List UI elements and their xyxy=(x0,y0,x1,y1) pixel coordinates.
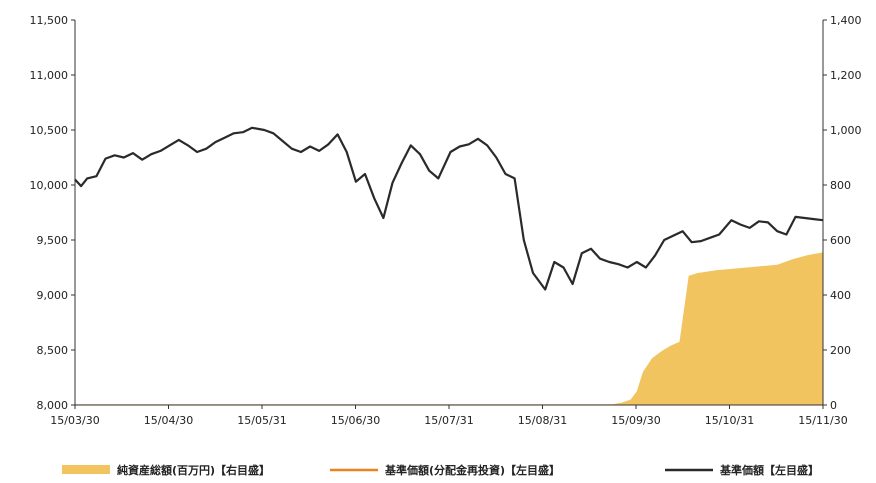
x-tick-label: 15/05/31 xyxy=(237,414,286,427)
y-right-tick-label: 1,400 xyxy=(830,14,862,27)
legend: 純資産総額(百万円)【右目盛】 基準価額(分配金再投資)【左目盛】 基準価額【左目盛… xyxy=(62,463,819,477)
legend-label: 純資産総額(百万円)【右目盛】 xyxy=(117,463,270,477)
x-tick-label: 15/09/30 xyxy=(611,414,660,427)
x-tick-label: 15/08/31 xyxy=(518,414,567,427)
y-right-tick-label: 0 xyxy=(830,399,837,412)
y-right-tick-label: 200 xyxy=(830,344,851,357)
x-tick-label: 15/06/30 xyxy=(331,414,380,427)
y-left-tick-label: 10,000 xyxy=(30,179,69,192)
y-right-tick-label: 800 xyxy=(830,179,851,192)
legend-label: 基準価額(分配金再投資)【左目盛】 xyxy=(384,463,560,477)
y-right-tick-label: 400 xyxy=(830,289,851,302)
y-left-tick-label: 10,500 xyxy=(30,124,69,137)
axes: 8,000 8,500 9,000 9,500 10,000 10,500 11,000 11… xyxy=(30,14,862,427)
x-tick-label: 15/10/31 xyxy=(705,414,754,427)
y-left-tick-label: 8,500 xyxy=(37,344,69,357)
net-assets-area xyxy=(75,252,823,405)
series-line-2 xyxy=(74,126,824,291)
x-tick-label: 15/03/30 xyxy=(50,414,99,427)
y-right-tick-label: 600 xyxy=(830,234,851,247)
net-assets-area-layer xyxy=(75,252,823,405)
x-tick-label: 15/07/31 xyxy=(424,414,473,427)
y-left-tick-label: 9,500 xyxy=(37,234,69,247)
y-right-tick-label: 1,200 xyxy=(830,69,862,82)
legend-label: 基準価額【左目盛】 xyxy=(719,463,819,477)
nav-line-layer xyxy=(74,126,824,291)
x-tick-label: 15/04/30 xyxy=(144,414,193,427)
y-left-tick-label: 11,000 xyxy=(30,69,69,82)
x-tick-label: 15/11/30 xyxy=(798,414,847,427)
y-right-tick-label: 1,000 xyxy=(830,124,862,137)
y-left-tick-label: 11,500 xyxy=(30,14,69,27)
y-left-tick-label: 8,000 xyxy=(37,399,69,412)
legend-swatch-area xyxy=(62,465,110,474)
y-left-tick-label: 9,000 xyxy=(37,289,69,302)
